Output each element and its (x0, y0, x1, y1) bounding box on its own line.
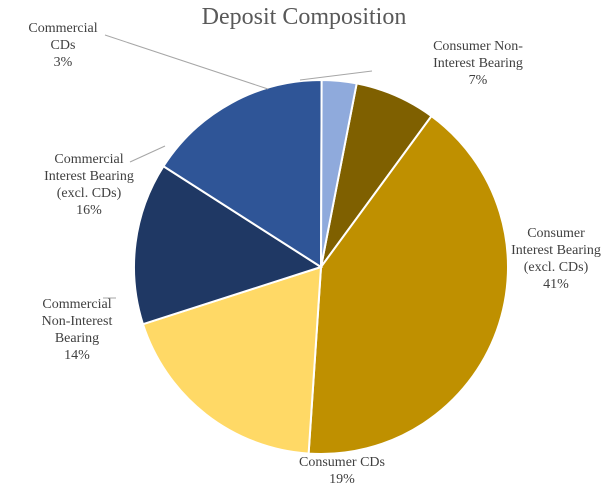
slice-percent-label: 7% (469, 73, 488, 88)
slice-label: Commercial Non-Interest Bearing 14% (42, 297, 113, 363)
leader-line (129, 145, 166, 163)
slice-label: Consumer CDs 19% (299, 455, 385, 487)
slice-label: Commercial CDs 3% (28, 21, 97, 70)
slice-label: Consumer Non- Interest Bearing 7% (433, 39, 523, 88)
slice-percent-label: 19% (329, 472, 355, 487)
slice-name-line: Interest Bearing (44, 169, 134, 184)
pie-slice-commercial-interest-bearing-excl-cds (162, 79, 323, 269)
slice-name-line: Bearing (55, 331, 99, 346)
slice-name-line: (excl. CDs) (57, 186, 122, 201)
chart-title: Deposit Composition (201, 4, 407, 30)
slice-name-line: CDs (51, 38, 76, 53)
slice-name-line: (excl. CDs) (524, 260, 589, 275)
slice-label: Consumer Interest Bearing (excl. CDs) 41% (511, 226, 601, 292)
slice-percent-label: 41% (543, 277, 569, 292)
slice-percent-label: 3% (54, 55, 73, 70)
pie-slice-consumer-interest-bearing-excl-cds (307, 114, 509, 455)
leader-line (299, 70, 373, 81)
slice-name-line: Consumer Non- (433, 39, 523, 54)
pie-slice-consumer-cds (141, 265, 323, 455)
slice-name-line: Consumer CDs (299, 455, 385, 470)
slice-name-line: Interest Bearing (433, 56, 523, 71)
slice-label: Commercial Interest Bearing (excl. CDs) 16% (44, 152, 134, 218)
slice-name-line: Commercial (42, 297, 111, 312)
leader-line (104, 34, 269, 90)
slice-name-line: Non-Interest (42, 314, 113, 329)
pie-slice-commercial-non-interest-bearing (133, 164, 324, 326)
slice-percent-label: 14% (64, 348, 90, 363)
slice-name-line: Interest Bearing (511, 243, 601, 258)
pie-slice-commercial-cds (320, 78, 358, 268)
slice-name-line: Commercial (54, 152, 123, 167)
slice-name-line: Commercial (28, 21, 97, 36)
slice-percent-label: 16% (76, 203, 102, 218)
slice-name-line: Consumer (527, 226, 585, 241)
